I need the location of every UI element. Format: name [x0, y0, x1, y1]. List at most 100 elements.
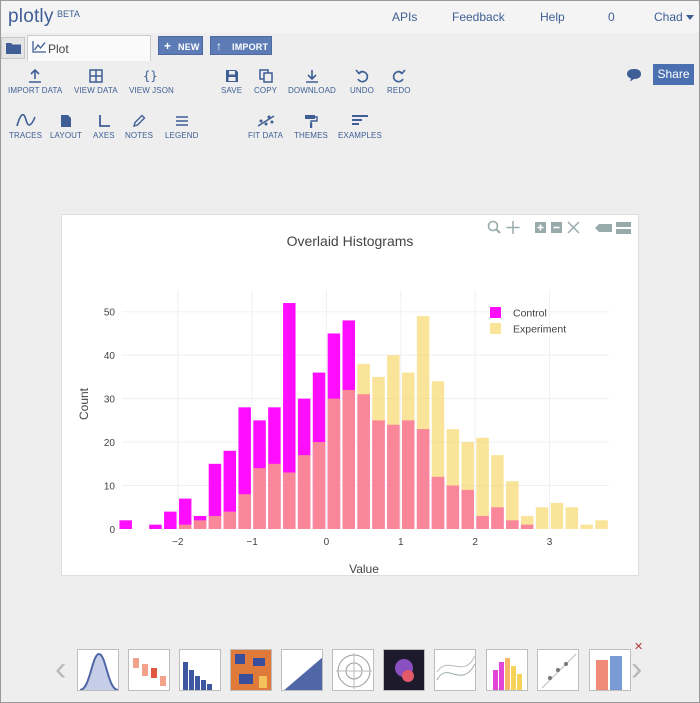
- legend-swatch-experiment: [490, 323, 501, 334]
- bar-experiment[interactable]: [595, 520, 608, 529]
- notification-count[interactable]: 0: [608, 10, 615, 24]
- bar-experiment[interactable]: [535, 507, 549, 529]
- chevron-down-icon: [685, 15, 694, 21]
- download-button[interactable]: DOWNLOAD: [288, 69, 336, 95]
- legend-lines-icon: [175, 116, 188, 126]
- upload-icon: [29, 69, 42, 83]
- x-tick-label: 2: [472, 537, 478, 548]
- thumbnail-1[interactable]: [77, 649, 119, 691]
- bar-experiment[interactable]: [178, 524, 192, 529]
- bar-control[interactable]: [223, 450, 237, 529]
- paint-roller-icon: [304, 115, 318, 128]
- layout-button[interactable]: LAYOUT: [50, 114, 82, 140]
- bar-experiment[interactable]: [565, 507, 579, 529]
- bar-experiment[interactable]: [402, 372, 415, 529]
- thumbnail-8[interactable]: [434, 649, 476, 691]
- tag-icon[interactable]: [595, 224, 612, 232]
- bar-experiment[interactable]: [491, 455, 504, 529]
- bar-experiment[interactable]: [327, 398, 341, 529]
- bar-experiment[interactable]: [357, 363, 370, 529]
- thumbnail-3[interactable]: [179, 649, 221, 691]
- thumbnail-5[interactable]: [281, 649, 323, 691]
- thumbnail-9[interactable]: [486, 649, 528, 691]
- bar-experiment[interactable]: [297, 455, 311, 529]
- nav-link-help[interactable]: Help: [540, 10, 565, 24]
- bar-experiment[interactable]: [223, 511, 237, 529]
- bar-experiment[interactable]: [193, 520, 207, 529]
- undo-button[interactable]: UNDO: [350, 69, 374, 95]
- bar-experiment[interactable]: [416, 316, 430, 529]
- bar-experiment[interactable]: [506, 481, 519, 529]
- zoom-out-icon[interactable]: [551, 222, 562, 233]
- notes-button[interactable]: NOTES: [125, 114, 153, 140]
- y-tick-label: 0: [109, 525, 115, 536]
- fit-data-button[interactable]: FIT DATA: [248, 114, 283, 140]
- chart-title: Overlaid Histograms: [287, 233, 414, 249]
- bar-control[interactable]: [178, 498, 192, 529]
- close-icon[interactable]: ✕: [634, 641, 644, 653]
- plotly-logo[interactable]: plotly: [8, 6, 54, 27]
- autoscale-icon[interactable]: [567, 221, 580, 234]
- share-button[interactable]: Share: [653, 64, 694, 85]
- chevron-left-icon[interactable]: ‹: [55, 650, 67, 688]
- examples-bars-icon: [351, 115, 368, 125]
- copy-icon: [258, 69, 273, 83]
- thumbnail-6[interactable]: [332, 649, 374, 691]
- bar-experiment[interactable]: [446, 429, 460, 529]
- legend-button[interactable]: LEGEND: [165, 114, 199, 140]
- view-data-button[interactable]: VIEW DATA: [74, 69, 118, 95]
- bar-experiment[interactable]: [283, 472, 296, 529]
- bar-experiment[interactable]: [312, 442, 326, 529]
- bar-experiment[interactable]: [268, 463, 281, 529]
- bar-experiment[interactable]: [580, 524, 593, 529]
- bar-experiment[interactable]: [238, 494, 251, 529]
- axes-button[interactable]: AXES: [93, 114, 115, 140]
- top-nav: plotly BETA APIs Feedback Help 0 Chad: [1, 1, 699, 33]
- zoom-icon[interactable]: [487, 220, 501, 234]
- bar-experiment[interactable]: [253, 468, 266, 529]
- import-data-button[interactable]: IMPORT DATA: [8, 69, 62, 95]
- bar-control[interactable]: [208, 463, 222, 529]
- bar-experiment[interactable]: [550, 502, 564, 529]
- redo-button[interactable]: REDO: [387, 69, 411, 95]
- save-button[interactable]: SAVE: [221, 69, 242, 95]
- thumbnail-11[interactable]: [589, 649, 631, 691]
- bar-control[interactable]: [119, 520, 132, 529]
- user-menu[interactable]: Chad: [654, 10, 694, 24]
- pan-icon[interactable]: [506, 221, 520, 234]
- bar-experiment[interactable]: [520, 515, 534, 529]
- bar-control[interactable]: [149, 524, 162, 529]
- import-button[interactable]: ↑ IMPORT: [210, 36, 272, 55]
- chevron-right-icon[interactable]: ›: [631, 650, 643, 688]
- thumbnail-2[interactable]: [128, 649, 170, 691]
- bar-experiment[interactable]: [431, 381, 445, 529]
- folder-button[interactable]: [1, 37, 25, 59]
- new-button[interactable]: + NEW: [158, 36, 203, 55]
- examples-button[interactable]: EXAMPLES: [338, 114, 382, 140]
- view-json-button[interactable]: {} VIEW JSON: [129, 69, 174, 95]
- x-tick-label: 0: [324, 537, 330, 548]
- chat-icon[interactable]: [626, 68, 642, 87]
- copy-button[interactable]: COPY: [254, 69, 277, 95]
- thumbnail-4[interactable]: [230, 649, 272, 691]
- thumbnail-10[interactable]: [537, 649, 579, 691]
- themes-button[interactable]: THEMES: [294, 114, 328, 140]
- line-chart-icon: [32, 41, 46, 53]
- nav-link-feedback[interactable]: Feedback: [452, 10, 505, 24]
- traces-button[interactable]: TRACES: [9, 114, 42, 140]
- bar-experiment[interactable]: [461, 442, 474, 529]
- nav-link-apis[interactable]: APIs: [392, 10, 418, 24]
- bar-experiment[interactable]: [372, 376, 385, 529]
- legend[interactable]: Control Experiment: [490, 307, 566, 336]
- compare-icon[interactable]: [616, 222, 631, 234]
- bar-control[interactable]: [164, 511, 177, 529]
- layout-label: LAYOUT: [50, 131, 83, 140]
- thumbnail-7[interactable]: [383, 649, 425, 691]
- bar-experiment[interactable]: [387, 355, 400, 529]
- bar-experiment[interactable]: [208, 515, 222, 529]
- zoom-in-icon[interactable]: [535, 222, 546, 233]
- tab-plot[interactable]: Plot: [27, 35, 151, 61]
- plot-card: Overlaid Histograms 0 10 20 30 40 50 −2 −1 0 1 2 3…: [61, 214, 639, 576]
- bar-experiment[interactable]: [342, 389, 356, 529]
- bar-experiment[interactable]: [476, 437, 489, 529]
